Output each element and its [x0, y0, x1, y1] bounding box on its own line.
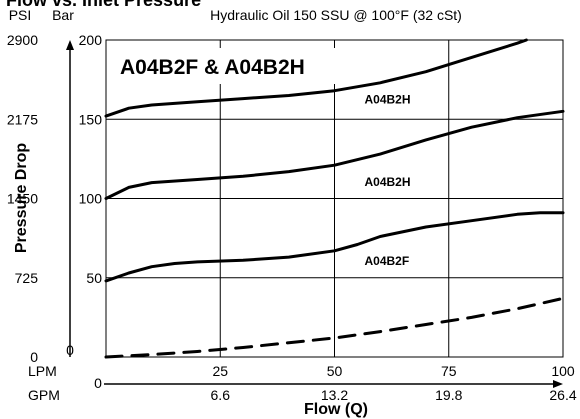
- series-line-3: [104, 211, 565, 283]
- plot-area: 0 50 725 100 1450 150 2175 200 2900 0 25 6.6 50 13.2 7…: [7, 32, 577, 403]
- inset-title: A04B2F & A04B2H: [120, 56, 305, 79]
- psi-tick-label: 1450: [7, 191, 38, 207]
- psi-tick-label: 725: [15, 270, 39, 286]
- psi-tick-label: 2175: [7, 111, 38, 127]
- y-tick-label: 100: [79, 191, 103, 207]
- series-label-3: A04B2F: [365, 254, 410, 268]
- series-label-1: A04B2H: [365, 92, 411, 106]
- series-line-2: [104, 109, 565, 200]
- y-axis-label: Pressure Drop: [13, 143, 30, 253]
- x-tick-label: 25: [212, 363, 228, 379]
- gpm-tick-label: 13.2: [321, 387, 348, 403]
- gpm-tick-label: 26.4: [549, 387, 576, 403]
- y-unit-bar: Bar: [52, 7, 74, 23]
- series-line-1: [104, 38, 528, 118]
- chart-title: Flow vs. Inlet Pressure: [6, 0, 201, 10]
- series-label-2: A04B2H: [365, 175, 411, 189]
- inset-title-background: [112, 48, 352, 84]
- gpm-tick-label: 19.8: [435, 387, 462, 403]
- x-tick-label: 100: [551, 363, 575, 379]
- x-tick-label: 75: [441, 363, 457, 379]
- gpm-axis-arrowhead: [553, 380, 563, 388]
- x-tick-label: 50: [327, 363, 343, 379]
- y-tick-label: 200: [79, 32, 103, 48]
- psi-tick-label: 0: [30, 349, 38, 365]
- y-tick-label: 150: [79, 111, 103, 127]
- psi-tick-label: 2900: [7, 32, 38, 48]
- gpm-tick-label: 6.6: [211, 387, 231, 403]
- y-tick-label: 50: [86, 270, 102, 286]
- y-origin-label: 0: [66, 342, 74, 358]
- x-axis-label: Flow (Q): [304, 401, 368, 418]
- chart-subtitle: Hydraulic Oil 150 SSU @ 100°F (32 cSt): [210, 7, 462, 23]
- y-axis-arrowhead: [66, 40, 74, 50]
- x-unit-gpm: GPM: [28, 387, 60, 403]
- gpm-tick-label: 0: [94, 375, 102, 391]
- x-unit-lpm: LPM: [28, 363, 57, 379]
- y-unit-psi: PSI: [9, 7, 32, 23]
